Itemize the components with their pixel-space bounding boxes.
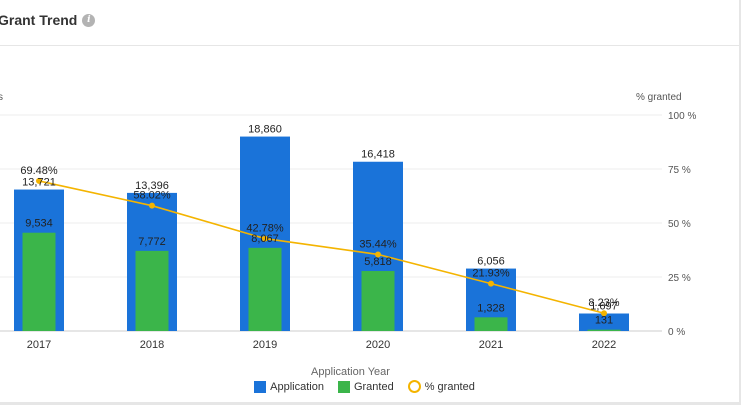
legend-label-granted: Granted	[353, 380, 394, 393]
card-bottom-border	[0, 402, 741, 405]
data-label-application: 1,697	[590, 301, 618, 313]
x-tick-label: 2021	[479, 339, 503, 351]
data-label-pct-granted: 8.23%	[588, 297, 619, 309]
pct-granted-point	[601, 310, 607, 317]
data-label-pct-granted: 42.78%	[246, 223, 284, 235]
x-axis-title: Application Year	[311, 366, 390, 378]
pct-granted-point	[262, 235, 268, 242]
card-header: Grant Trend i	[0, 0, 741, 46]
right-tick-label: 25 %	[668, 273, 691, 284]
legend-label-pct-granted: % granted	[424, 380, 475, 393]
data-label-granted: 1,328	[477, 302, 505, 314]
bar-application	[579, 313, 629, 331]
bar-granted	[22, 232, 56, 331]
data-label-granted: 131	[595, 315, 613, 327]
pct-granted-point	[488, 280, 494, 287]
pct-granted-point	[375, 251, 381, 258]
legend-label-application: Application	[270, 380, 324, 393]
data-label-application: 13,396	[135, 180, 169, 192]
bar-granted	[361, 271, 395, 331]
legend-swatch-pct-granted	[407, 380, 421, 393]
right-axis-title: % granted	[636, 92, 682, 103]
data-label-pct-granted: 35.44%	[359, 238, 397, 250]
right-tick-label: 50 %	[668, 219, 691, 230]
data-label-granted: 8,067	[251, 233, 279, 245]
data-label-pct-granted: 58.02%	[133, 190, 171, 202]
x-tick-label: 2017	[27, 339, 51, 351]
data-label-application: 6,056	[477, 256, 505, 268]
x-tick-label: 2020	[366, 339, 390, 351]
left-axis-title: s	[0, 92, 3, 103]
legend-swatch-granted	[337, 380, 350, 393]
info-icon[interactable]: i	[82, 13, 96, 27]
data-label-application: 16,418	[361, 149, 395, 161]
legend-item-application[interactable]: Application	[254, 380, 324, 393]
bar-granted	[248, 247, 282, 331]
chart-title-text: Grant Trend	[0, 12, 78, 28]
x-tick-label: 2018	[140, 339, 164, 351]
right-tick-label: 100 %	[668, 111, 696, 122]
data-label-pct-granted: 69.48%	[20, 165, 58, 177]
data-label-application: 13,721	[22, 177, 56, 189]
bar-granted	[474, 317, 508, 331]
bar-granted	[135, 250, 169, 331]
chart-title: Grant Trend i	[0, 12, 96, 28]
card-right-border	[739, 0, 741, 405]
legend: Application Granted % granted	[0, 380, 735, 393]
x-tick-label: 2019	[253, 339, 277, 351]
bar-granted	[587, 329, 621, 331]
pct-granted-point	[149, 202, 155, 209]
right-tick-label: 0 %	[668, 327, 685, 338]
data-label-application: 18,860	[248, 124, 282, 136]
data-label-granted: 7,772	[138, 236, 166, 248]
data-label-pct-granted: 21.93%	[472, 268, 510, 280]
legend-swatch-application	[254, 380, 267, 393]
pct-granted-point	[36, 177, 42, 184]
legend-item-granted[interactable]: Granted	[337, 380, 394, 393]
right-tick-label: 75 %	[668, 165, 691, 176]
x-tick-label: 2022	[592, 339, 616, 351]
data-label-granted: 5,818	[364, 256, 392, 268]
pct-granted-line	[38, 180, 605, 314]
legend-item-pct-granted[interactable]: % granted	[407, 380, 475, 393]
data-label-granted: 9,534	[25, 218, 53, 230]
